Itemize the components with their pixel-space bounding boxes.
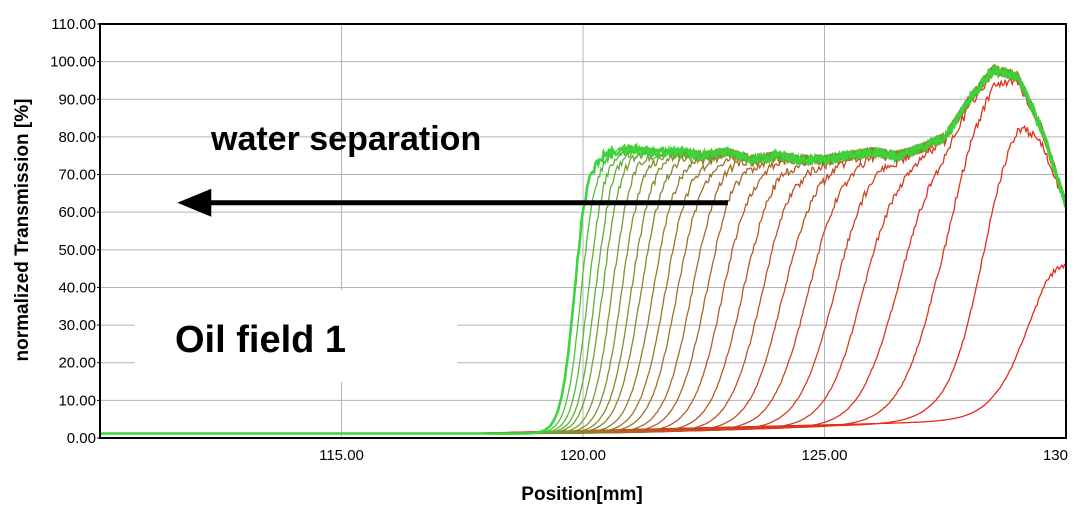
plot-frame: [99, 23, 1067, 439]
y-tick-label: 10.00: [58, 392, 96, 409]
y-tick-label: 40.00: [58, 279, 96, 296]
y-tick-label: 0.00: [67, 430, 96, 447]
y-axis-ticks: 0.00 10.00 20.00 30.00 40.00 50.00 60.00 70.00 8…: [50, 16, 100, 447]
y-tick-label: 110.00: [51, 16, 96, 33]
y-axis-label: normalized Transmission [%]: [12, 99, 33, 362]
y-tick-label: 80.00: [58, 129, 96, 146]
arrow-head-icon: [177, 188, 212, 217]
y-tick-label: 100.00: [50, 54, 96, 71]
oil-field-annotation: Oil field 1: [135, 290, 457, 382]
x-axis-label: Position[mm]: [521, 484, 642, 505]
y-tick-label: 20.00: [58, 355, 96, 372]
y-tick-label: 90.00: [58, 91, 96, 108]
transmission-curve: [100, 64, 1068, 435]
water-separation-annotation: water separation: [177, 120, 728, 217]
transmission-profiles: [100, 63, 1068, 435]
x-tick-label: 130: [1043, 447, 1068, 464]
y-tick-label: 70.00: [58, 167, 96, 184]
x-axis-ticks: 115.00 120.00 125.00 130: [319, 447, 1068, 464]
y-tick-label: 30.00: [58, 317, 96, 334]
y-tick-label: 50.00: [58, 242, 96, 259]
x-tick-label: 125.00: [802, 447, 848, 464]
water-separation-label: water separation: [210, 120, 481, 158]
x-tick-label: 120.00: [560, 447, 606, 464]
oil-field-label-box: [135, 290, 457, 382]
y-tick-label: 60.00: [58, 204, 96, 221]
x-tick-label: 115.00: [319, 447, 364, 464]
oil-field-label: Oil field 1: [175, 319, 346, 361]
